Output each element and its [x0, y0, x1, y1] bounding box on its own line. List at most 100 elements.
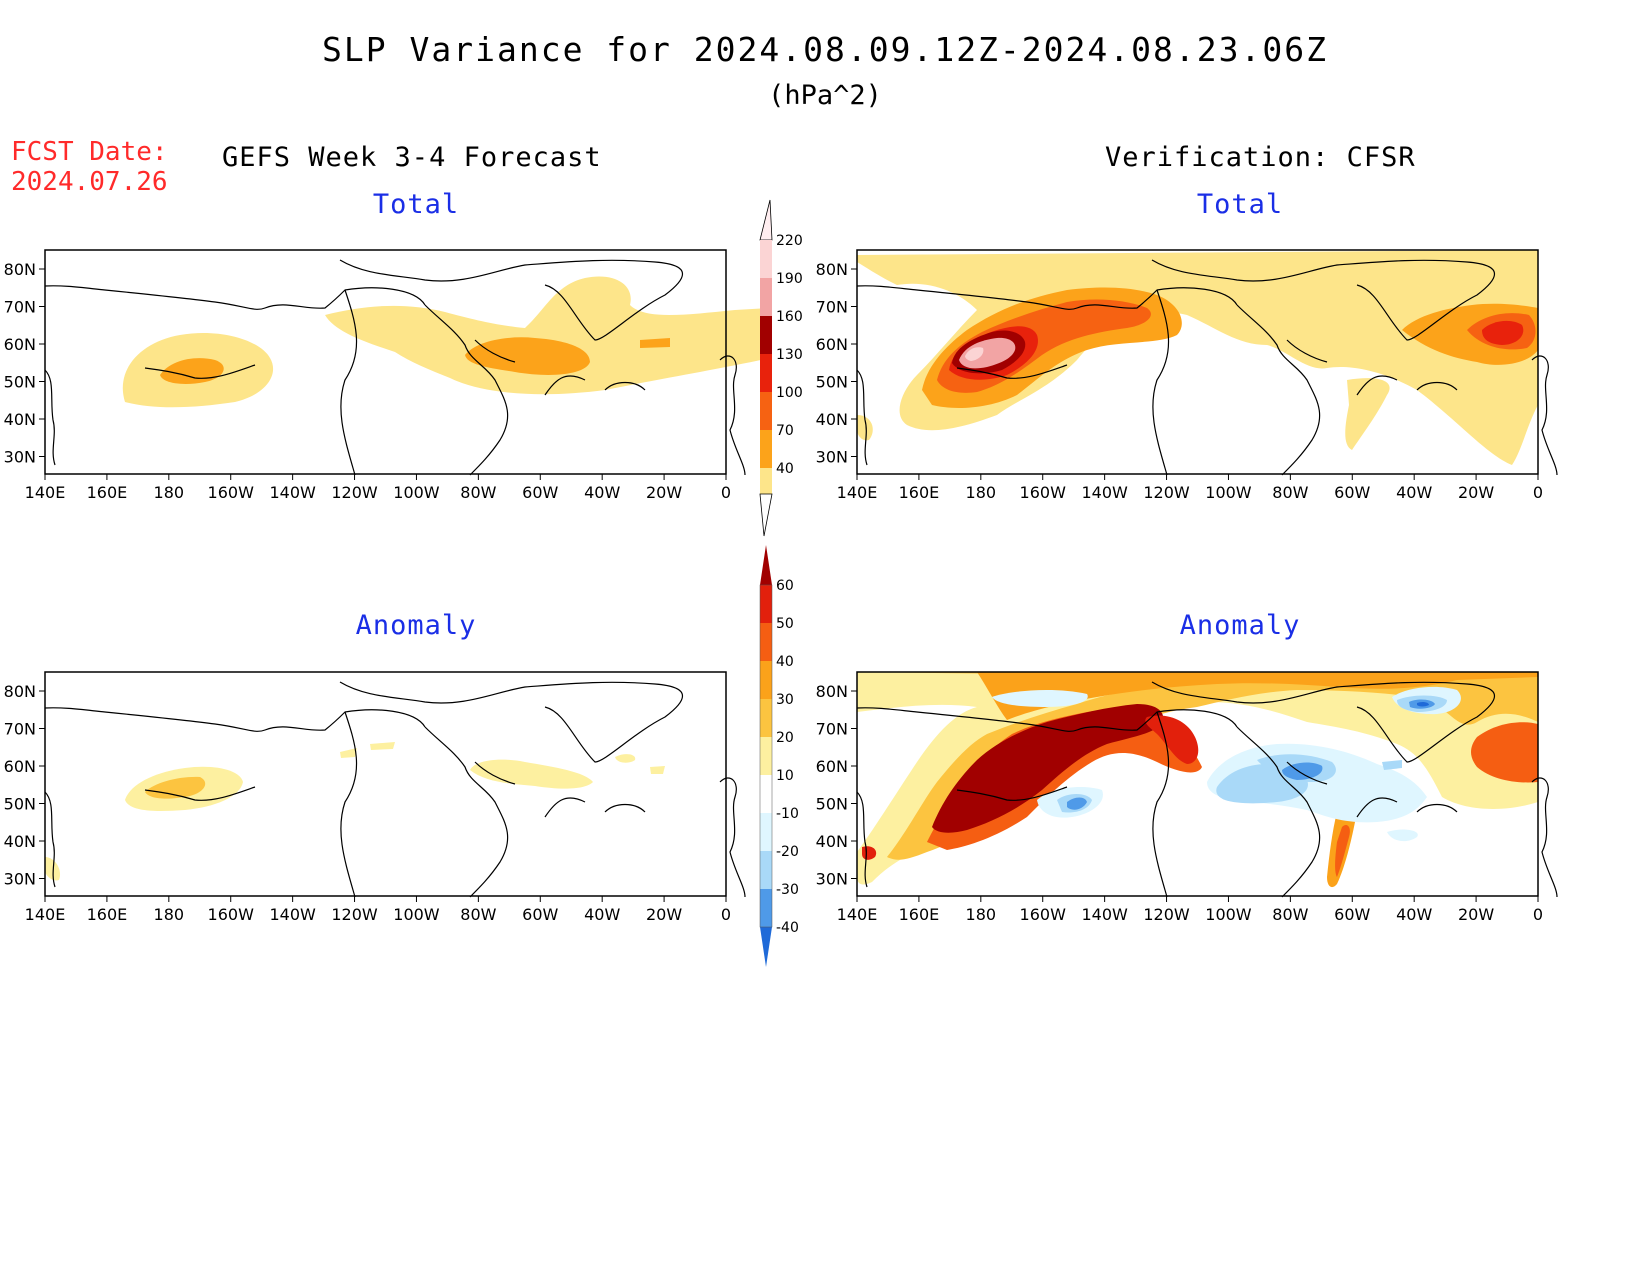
shade-40	[857, 415, 873, 441]
lon-tick-label: 160E	[87, 905, 128, 924]
shade-20	[145, 776, 206, 799]
colorbar-level-label: -40	[776, 920, 799, 936]
lat-tick-label: 30N	[816, 870, 848, 889]
colorbar-level-label: -20	[776, 844, 799, 860]
lon-tick-label: 60W	[522, 483, 558, 502]
colorbar-swatch	[760, 430, 772, 468]
lon-tick-label: 60W	[1334, 905, 1370, 924]
map-frame	[44, 249, 727, 475]
lat-tick-label: 60N	[4, 335, 36, 354]
anomaly-colorbar: 60 50 40 30 20 10 -10 -20 -30 -40	[759, 545, 799, 967]
shade-neg40	[1417, 701, 1429, 707]
colorbar-level-label: 100	[776, 385, 803, 401]
colorbar-outline	[759, 584, 773, 928]
lon-tick-label: 160W	[1020, 483, 1067, 502]
lon-tick-label: 60W	[522, 905, 558, 924]
lon-tick-label: 180	[966, 483, 997, 502]
shade-10	[45, 857, 61, 881]
colorbar-swatch	[760, 316, 772, 354]
shade-70	[465, 337, 590, 375]
lat-tick-label: 80N	[816, 260, 848, 279]
lon-tick-label: 120W	[331, 905, 378, 924]
fcst-date-value: 2024.07.26	[11, 167, 168, 197]
shade-10	[650, 766, 665, 774]
lat-tick-label: 50N	[4, 373, 36, 392]
colorbar-level-label: 220	[776, 233, 803, 249]
lon-tick-label: 0	[721, 905, 731, 924]
shade-10	[370, 742, 395, 750]
shade-50	[1145, 715, 1199, 764]
lat-tick-label: 80N	[4, 682, 36, 701]
lat-tick-label: 50N	[4, 795, 36, 814]
shading	[857, 672, 1538, 888]
lon-tick-label: 100W	[1205, 483, 1252, 502]
lat-tick-label: 60N	[4, 757, 36, 776]
shading	[857, 250, 1538, 465]
lon-tick-label: 140W	[269, 483, 316, 502]
axes: 140E 160E 180 160W 140W 120W 100W 80W 60W 40W 20W 0…	[816, 260, 1543, 502]
shading	[122, 276, 770, 408]
colorbar-bottom-arrow	[759, 493, 773, 537]
colorbar-level-label: 160	[776, 309, 803, 325]
lon-tick-label: 40W	[584, 483, 620, 502]
lon-tick-label: 60W	[1334, 483, 1370, 502]
lon-tick-label: 160W	[208, 483, 255, 502]
shade-30	[977, 672, 1538, 720]
lon-tick-label: 160E	[87, 483, 128, 502]
lon-tick-label: 120W	[331, 483, 378, 502]
colorbar-swatch	[760, 585, 772, 623]
lat-tick-label: 30N	[4, 870, 36, 889]
forecast-anomaly-title: Anomaly	[355, 610, 477, 641]
lon-tick-label: 80W	[1272, 905, 1308, 924]
lon-tick-label: 140W	[269, 905, 316, 924]
shade-neg10	[1387, 829, 1418, 842]
lat-tick-label: 80N	[816, 682, 848, 701]
shade-neg10	[992, 690, 1088, 707]
lon-tick-label: 160W	[208, 905, 255, 924]
lon-tick-label: 0	[1533, 905, 1543, 924]
axes: 140E 160E 180 160W 140W 120W 100W 80W 60W 40W 20W 0…	[4, 682, 731, 924]
lon-tick-label: 20W	[646, 483, 682, 502]
lat-tick-label: 30N	[816, 448, 848, 467]
colorbar-level-label: 70	[776, 423, 794, 439]
colorbar-level-label: 190	[776, 271, 803, 287]
shade-190	[959, 337, 1016, 369]
lon-tick-label: 80W	[460, 905, 496, 924]
shade-70	[640, 338, 670, 348]
lat-tick-label: 40N	[4, 410, 36, 429]
colorbar-swatch	[760, 240, 772, 278]
verification-anomaly-title: Anomaly	[1179, 610, 1301, 641]
lat-tick-label: 40N	[816, 410, 848, 429]
lon-tick-label: 100W	[1205, 905, 1252, 924]
colorbar-swatch	[760, 278, 772, 316]
colorbar-bottom-arrow	[760, 927, 772, 967]
lon-tick-label: 0	[1533, 483, 1543, 502]
lon-tick-label: 180	[154, 905, 185, 924]
total-colorbar: 220 190 160 130 100 70 40	[759, 199, 803, 537]
lon-tick-label: 140W	[1081, 905, 1128, 924]
lat-tick-label: 40N	[816, 832, 848, 851]
verification-heading: Verification: CFSR	[1105, 142, 1416, 173]
lat-tick-label: 50N	[816, 795, 848, 814]
lat-tick-label: 70N	[4, 720, 36, 739]
lon-tick-label: 0	[721, 483, 731, 502]
lon-tick-label: 20W	[1458, 483, 1494, 502]
fcst-date-label: FCST Date:	[11, 137, 168, 167]
lat-tick-label: 30N	[4, 448, 36, 467]
lon-tick-label: 120W	[1143, 483, 1190, 502]
coastlines	[856, 259, 1558, 476]
lat-tick-label: 70N	[4, 298, 36, 317]
lon-tick-label: 160E	[899, 483, 940, 502]
colorbar-swatch	[760, 392, 772, 430]
forecast-total-title: Total	[372, 189, 460, 220]
lon-tick-label: 40W	[1396, 483, 1432, 502]
colorbar-swatch	[760, 813, 772, 851]
colorbar-swatch	[760, 699, 772, 737]
colorbar-swatch	[760, 775, 772, 813]
lat-tick-label: 60N	[816, 757, 848, 776]
lon-tick-label: 120W	[1143, 905, 1190, 924]
lon-tick-label: 20W	[646, 905, 682, 924]
shade-220	[965, 347, 984, 361]
lat-tick-label: 70N	[816, 720, 848, 739]
shade-60	[932, 704, 1164, 833]
